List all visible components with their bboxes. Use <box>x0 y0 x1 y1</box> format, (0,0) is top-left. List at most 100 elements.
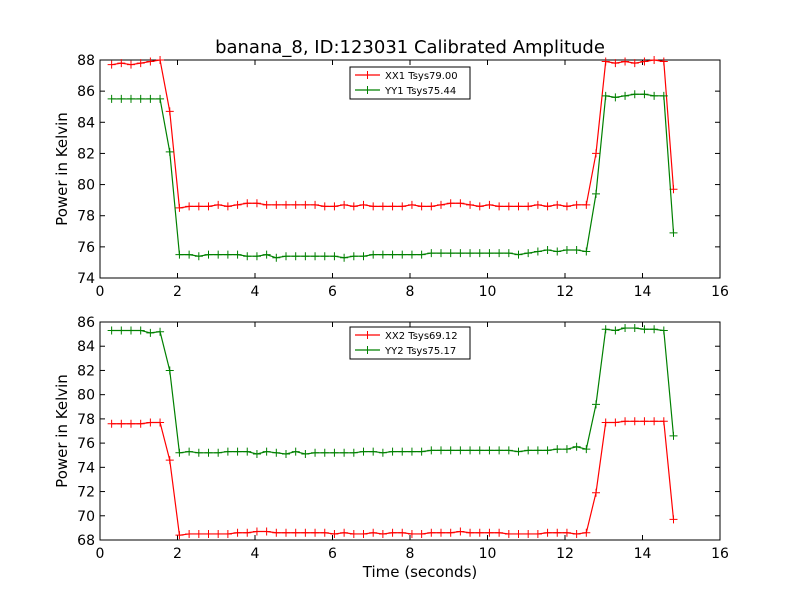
data-point-marker <box>330 448 339 457</box>
y-tick-label: 76 <box>77 436 95 452</box>
data-point-marker <box>320 528 329 537</box>
legend-label: XX1 Tsys79.00 <box>385 71 458 82</box>
data-point-marker <box>621 324 630 333</box>
data-point-marker <box>194 529 203 538</box>
data-point-marker <box>601 418 610 427</box>
data-point-marker <box>165 147 174 156</box>
data-point-marker <box>243 199 252 208</box>
data-point-marker <box>194 448 203 457</box>
y-tick-label: 80 <box>77 388 95 404</box>
data-point-marker <box>475 202 484 211</box>
y-axis-label: Power in Kelvin <box>53 112 71 226</box>
data-point-marker <box>311 528 320 537</box>
data-point-marker <box>291 252 300 261</box>
data-point-marker <box>456 446 465 455</box>
x-tick-label: 2 <box>173 546 182 562</box>
data-point-marker <box>233 528 242 537</box>
data-point-marker <box>349 202 358 211</box>
data-point-marker <box>349 252 358 261</box>
x-tick-label: 14 <box>634 284 652 300</box>
data-point-marker <box>533 529 542 538</box>
data-point-marker <box>456 249 465 258</box>
data-point-marker <box>156 56 165 64</box>
legend-marker <box>363 346 372 354</box>
data-point-marker <box>340 200 349 209</box>
data-point-marker <box>495 528 504 537</box>
data-point-marker <box>650 417 659 426</box>
data-point-marker <box>524 529 533 538</box>
y-tick-label: 68 <box>77 533 95 549</box>
data-point-marker <box>427 446 436 455</box>
data-point-marker <box>156 327 165 336</box>
data-point-marker <box>378 202 387 211</box>
data-point-marker <box>262 200 271 209</box>
data-point-marker <box>388 250 397 259</box>
data-point-marker <box>378 529 387 538</box>
data-point-marker <box>165 107 174 116</box>
legend-label: YY1 Tsys75.44 <box>384 86 456 97</box>
data-point-marker <box>223 529 232 538</box>
data-point-marker <box>359 200 368 209</box>
data-point-marker <box>659 326 668 335</box>
data-point-marker <box>562 202 571 211</box>
data-point-marker <box>320 448 329 457</box>
data-point-marker <box>359 529 368 538</box>
data-point-marker <box>562 528 571 537</box>
y-tick-label: 78 <box>77 209 95 225</box>
legend-box <box>349 326 471 360</box>
data-point-marker <box>407 447 416 456</box>
data-point-marker <box>146 94 155 103</box>
data-point-marker <box>621 417 630 426</box>
data-point-marker <box>572 442 581 451</box>
x-tick-label: 16 <box>711 284 729 300</box>
data-point-marker <box>437 446 445 455</box>
y-axis-label: Power in Kelvin <box>53 374 71 488</box>
data-point-marker <box>495 446 504 455</box>
data-point-marker <box>282 450 290 459</box>
data-point-marker <box>204 448 213 457</box>
data-point-marker <box>466 528 475 537</box>
x-tick-label: 4 <box>251 284 260 300</box>
data-point-marker <box>136 94 145 103</box>
y-tick-label: 76 <box>77 240 95 256</box>
data-point-marker <box>630 417 639 426</box>
data-point-marker <box>136 419 145 428</box>
data-point-marker <box>388 447 397 456</box>
data-point-marker <box>146 57 155 66</box>
y-tick-label: 72 <box>77 485 95 501</box>
data-point-marker <box>659 417 668 426</box>
x-tick-label: 14 <box>634 546 652 562</box>
data-point-marker <box>252 450 261 459</box>
data-point-marker <box>388 202 397 211</box>
data-point-marker <box>437 249 445 258</box>
data-point-marker <box>340 528 349 537</box>
data-point-marker <box>398 528 407 537</box>
y-tick-label: 82 <box>77 146 95 162</box>
data-point-marker <box>252 199 261 208</box>
data-point-marker <box>175 531 184 540</box>
data-point-marker <box>223 250 232 259</box>
data-point-marker <box>572 200 581 209</box>
data-point-marker <box>243 528 252 537</box>
data-point-marker <box>407 200 416 209</box>
data-point-marker <box>233 200 242 209</box>
data-point-marker <box>504 529 513 538</box>
data-point-marker <box>369 528 378 537</box>
data-point-marker <box>311 448 320 457</box>
data-point-marker <box>669 431 678 440</box>
y-tick-label: 86 <box>77 315 95 331</box>
data-point-marker <box>262 250 271 259</box>
data-point-marker <box>117 59 126 68</box>
data-point-marker <box>417 250 426 259</box>
data-point-marker <box>601 57 610 66</box>
data-point-marker <box>398 250 407 259</box>
x-tick-label: 0 <box>96 546 105 562</box>
data-point-marker <box>533 446 542 455</box>
data-point-marker <box>282 252 290 261</box>
data-point-marker <box>272 528 281 537</box>
data-point-marker <box>252 252 261 261</box>
data-point-marker <box>185 202 194 211</box>
data-point-marker <box>320 252 329 261</box>
x-tick-label: 0 <box>96 284 105 300</box>
data-point-marker <box>204 250 213 259</box>
